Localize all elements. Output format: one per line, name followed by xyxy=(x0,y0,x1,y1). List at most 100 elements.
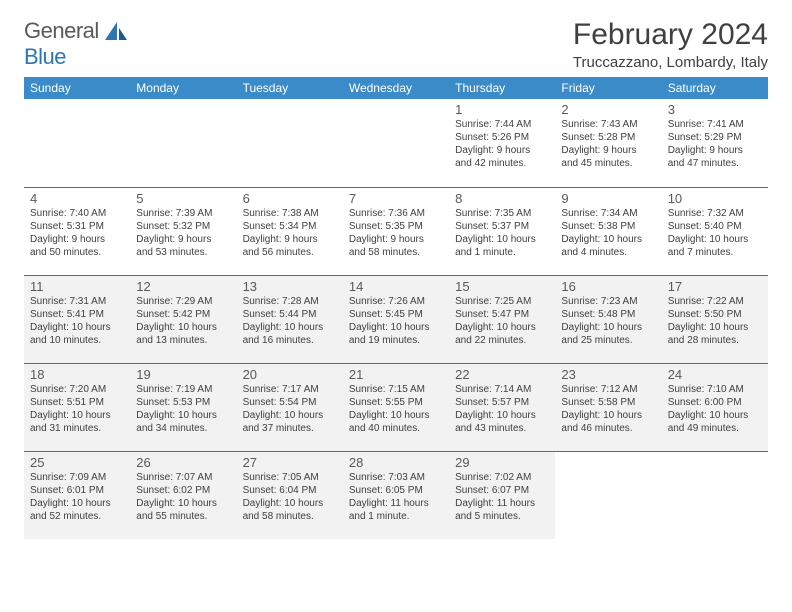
day-cell: 13Sunrise: 7:28 AMSunset: 5:44 PMDayligh… xyxy=(237,275,343,363)
day-number: 26 xyxy=(136,455,230,470)
day-cell: 23Sunrise: 7:12 AMSunset: 5:58 PMDayligh… xyxy=(555,363,661,451)
day-cell: 6Sunrise: 7:38 AMSunset: 5:34 PMDaylight… xyxy=(237,187,343,275)
day-cell: 12Sunrise: 7:29 AMSunset: 5:42 PMDayligh… xyxy=(130,275,236,363)
day-cell: 1Sunrise: 7:44 AMSunset: 5:26 PMDaylight… xyxy=(449,99,555,187)
day-cell xyxy=(237,99,343,187)
header: General Blue February 2024 Truccazzano, … xyxy=(24,18,768,71)
day-details: Sunrise: 7:38 AMSunset: 5:34 PMDaylight:… xyxy=(243,207,337,259)
day-cell: 11Sunrise: 7:31 AMSunset: 5:41 PMDayligh… xyxy=(24,275,130,363)
day-cell: 4Sunrise: 7:40 AMSunset: 5:31 PMDaylight… xyxy=(24,187,130,275)
day-cell: 5Sunrise: 7:39 AMSunset: 5:32 PMDaylight… xyxy=(130,187,236,275)
day-number: 18 xyxy=(30,367,124,382)
day-details: Sunrise: 7:32 AMSunset: 5:40 PMDaylight:… xyxy=(668,207,762,259)
day-details: Sunrise: 7:03 AMSunset: 6:05 PMDaylight:… xyxy=(349,471,443,523)
day-cell: 24Sunrise: 7:10 AMSunset: 6:00 PMDayligh… xyxy=(662,363,768,451)
day-cell: 2Sunrise: 7:43 AMSunset: 5:28 PMDaylight… xyxy=(555,99,661,187)
day-details: Sunrise: 7:35 AMSunset: 5:37 PMDaylight:… xyxy=(455,207,549,259)
day-details: Sunrise: 7:36 AMSunset: 5:35 PMDaylight:… xyxy=(349,207,443,259)
day-number: 20 xyxy=(243,367,337,382)
day-number: 11 xyxy=(30,279,124,294)
day-number: 17 xyxy=(668,279,762,294)
day-number: 22 xyxy=(455,367,549,382)
day-number: 14 xyxy=(349,279,443,294)
day-number: 25 xyxy=(30,455,124,470)
day-cell xyxy=(130,99,236,187)
calendar-table: Sunday Monday Tuesday Wednesday Thursday… xyxy=(24,77,768,539)
day-details: Sunrise: 7:07 AMSunset: 6:02 PMDaylight:… xyxy=(136,471,230,523)
day-details: Sunrise: 7:09 AMSunset: 6:01 PMDaylight:… xyxy=(30,471,124,523)
day-number: 4 xyxy=(30,191,124,206)
day-cell: 22Sunrise: 7:14 AMSunset: 5:57 PMDayligh… xyxy=(449,363,555,451)
day-cell: 10Sunrise: 7:32 AMSunset: 5:40 PMDayligh… xyxy=(662,187,768,275)
day-number: 28 xyxy=(349,455,443,470)
weekday-header: Saturday xyxy=(662,77,768,99)
day-details: Sunrise: 7:02 AMSunset: 6:07 PMDaylight:… xyxy=(455,471,549,523)
day-number: 27 xyxy=(243,455,337,470)
day-details: Sunrise: 7:22 AMSunset: 5:50 PMDaylight:… xyxy=(668,295,762,347)
title-block: February 2024 Truccazzano, Lombardy, Ita… xyxy=(573,18,768,71)
day-cell: 21Sunrise: 7:15 AMSunset: 5:55 PMDayligh… xyxy=(343,363,449,451)
day-number: 3 xyxy=(668,102,762,117)
weekday-header: Friday xyxy=(555,77,661,99)
day-details: Sunrise: 7:10 AMSunset: 6:00 PMDaylight:… xyxy=(668,383,762,435)
day-cell: 25Sunrise: 7:09 AMSunset: 6:01 PMDayligh… xyxy=(24,451,130,539)
day-details: Sunrise: 7:12 AMSunset: 5:58 PMDaylight:… xyxy=(561,383,655,435)
day-details: Sunrise: 7:14 AMSunset: 5:57 PMDaylight:… xyxy=(455,383,549,435)
day-details: Sunrise: 7:26 AMSunset: 5:45 PMDaylight:… xyxy=(349,295,443,347)
day-number: 21 xyxy=(349,367,443,382)
logo-brand-b: Blue xyxy=(24,44,66,69)
day-details: Sunrise: 7:40 AMSunset: 5:31 PMDaylight:… xyxy=(30,207,124,259)
day-details: Sunrise: 7:20 AMSunset: 5:51 PMDaylight:… xyxy=(30,383,124,435)
day-number: 13 xyxy=(243,279,337,294)
week-row: 18Sunrise: 7:20 AMSunset: 5:51 PMDayligh… xyxy=(24,363,768,451)
calendar-body: 1Sunrise: 7:44 AMSunset: 5:26 PMDaylight… xyxy=(24,99,768,539)
day-details: Sunrise: 7:25 AMSunset: 5:47 PMDaylight:… xyxy=(455,295,549,347)
day-details: Sunrise: 7:43 AMSunset: 5:28 PMDaylight:… xyxy=(561,118,655,170)
day-number: 6 xyxy=(243,191,337,206)
week-row: 4Sunrise: 7:40 AMSunset: 5:31 PMDaylight… xyxy=(24,187,768,275)
day-cell: 20Sunrise: 7:17 AMSunset: 5:54 PMDayligh… xyxy=(237,363,343,451)
day-details: Sunrise: 7:15 AMSunset: 5:55 PMDaylight:… xyxy=(349,383,443,435)
day-cell xyxy=(662,451,768,539)
logo-brand-a: General xyxy=(24,18,99,43)
day-number: 10 xyxy=(668,191,762,206)
weekday-header: Thursday xyxy=(449,77,555,99)
day-details: Sunrise: 7:39 AMSunset: 5:32 PMDaylight:… xyxy=(136,207,230,259)
day-cell: 3Sunrise: 7:41 AMSunset: 5:29 PMDaylight… xyxy=(662,99,768,187)
day-number: 2 xyxy=(561,102,655,117)
day-details: Sunrise: 7:19 AMSunset: 5:53 PMDaylight:… xyxy=(136,383,230,435)
day-cell: 27Sunrise: 7:05 AMSunset: 6:04 PMDayligh… xyxy=(237,451,343,539)
day-details: Sunrise: 7:29 AMSunset: 5:42 PMDaylight:… xyxy=(136,295,230,347)
day-details: Sunrise: 7:31 AMSunset: 5:41 PMDaylight:… xyxy=(30,295,124,347)
day-number: 1 xyxy=(455,102,549,117)
day-cell: 7Sunrise: 7:36 AMSunset: 5:35 PMDaylight… xyxy=(343,187,449,275)
day-cell: 18Sunrise: 7:20 AMSunset: 5:51 PMDayligh… xyxy=(24,363,130,451)
day-cell: 15Sunrise: 7:25 AMSunset: 5:47 PMDayligh… xyxy=(449,275,555,363)
day-number: 5 xyxy=(136,191,230,206)
weekday-header: Monday xyxy=(130,77,236,99)
day-details: Sunrise: 7:17 AMSunset: 5:54 PMDaylight:… xyxy=(243,383,337,435)
day-cell: 9Sunrise: 7:34 AMSunset: 5:38 PMDaylight… xyxy=(555,187,661,275)
day-number: 12 xyxy=(136,279,230,294)
week-row: 11Sunrise: 7:31 AMSunset: 5:41 PMDayligh… xyxy=(24,275,768,363)
day-number: 23 xyxy=(561,367,655,382)
sail-icon xyxy=(103,20,129,51)
logo: General Blue xyxy=(24,18,129,70)
day-details: Sunrise: 7:34 AMSunset: 5:38 PMDaylight:… xyxy=(561,207,655,259)
day-cell: 26Sunrise: 7:07 AMSunset: 6:02 PMDayligh… xyxy=(130,451,236,539)
month-title: February 2024 xyxy=(573,18,768,52)
day-details: Sunrise: 7:28 AMSunset: 5:44 PMDaylight:… xyxy=(243,295,337,347)
day-number: 16 xyxy=(561,279,655,294)
day-number: 19 xyxy=(136,367,230,382)
day-details: Sunrise: 7:41 AMSunset: 5:29 PMDaylight:… xyxy=(668,118,762,170)
day-number: 24 xyxy=(668,367,762,382)
day-details: Sunrise: 7:23 AMSunset: 5:48 PMDaylight:… xyxy=(561,295,655,347)
day-number: 7 xyxy=(349,191,443,206)
day-number: 15 xyxy=(455,279,549,294)
day-cell: 14Sunrise: 7:26 AMSunset: 5:45 PMDayligh… xyxy=(343,275,449,363)
location: Truccazzano, Lombardy, Italy xyxy=(573,54,768,71)
day-cell xyxy=(555,451,661,539)
day-number: 29 xyxy=(455,455,549,470)
day-cell: 19Sunrise: 7:19 AMSunset: 5:53 PMDayligh… xyxy=(130,363,236,451)
weekday-header: Sunday xyxy=(24,77,130,99)
